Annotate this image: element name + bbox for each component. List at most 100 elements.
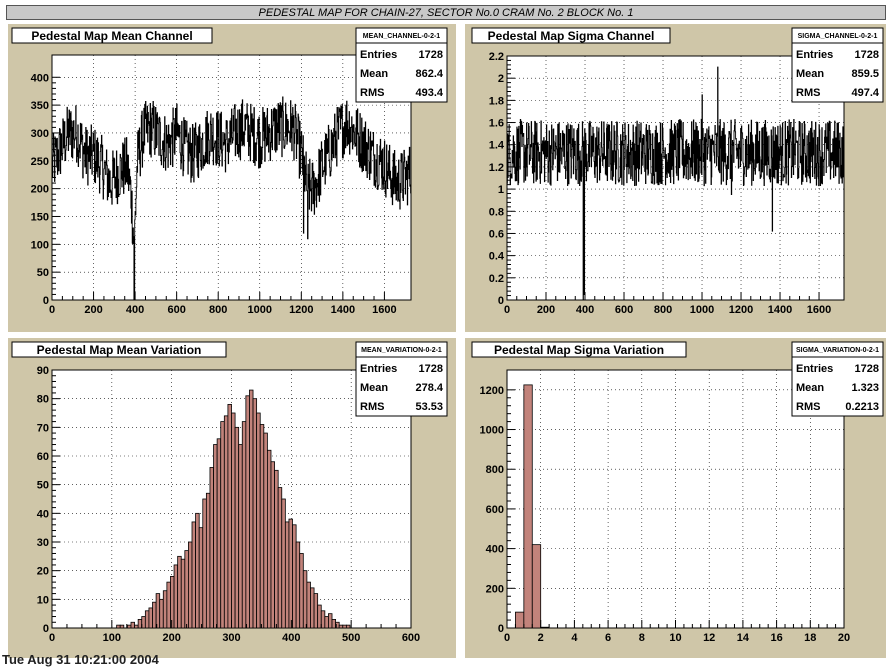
histogram-bar (191, 521, 196, 629)
x-tick-label: 200 (162, 632, 180, 644)
histogram-bar (130, 621, 135, 629)
x-tick-label: 20 (838, 632, 850, 644)
chart-title-box (11, 341, 227, 358)
histogram-bar (216, 438, 222, 629)
x-tick-label: 8 (639, 632, 645, 644)
histogram-bar (119, 624, 125, 629)
y-tick-label: 300 (31, 128, 49, 140)
histogram-bar (313, 593, 319, 629)
x-tick-label: 1400 (331, 304, 355, 316)
histogram-bar (188, 541, 193, 629)
y-tick-label: 100 (31, 239, 49, 251)
x-tick-label: 200 (84, 304, 102, 316)
stats-label: Entries (796, 49, 833, 61)
x-tick-label: 4 (571, 632, 578, 644)
stats-label: Entries (360, 363, 397, 375)
stats-value: 493.4 (415, 87, 443, 99)
y-tick-label: 30 (37, 537, 49, 549)
stats-name: MEAN_VARIATION-0-2-1 (361, 347, 442, 354)
histogram-bar (302, 570, 308, 629)
histogram-bar (306, 581, 311, 629)
stats-value: 0.2213 (845, 401, 879, 413)
histogram-bar (177, 555, 182, 629)
histogram-bar (116, 624, 121, 629)
y-tick-label: 80 (37, 394, 49, 406)
histogram-bar (202, 498, 207, 629)
y-tick-label: 1.2 (489, 162, 504, 174)
y-tick-label: 200 (486, 583, 504, 595)
histogram-bar (310, 587, 315, 629)
timestamp-footer: Tue Aug 31 10:21:00 2004 (2, 652, 159, 667)
stats-name: SIGMA_CHANNEL-0-2-1 (798, 33, 878, 40)
histogram-bar (195, 512, 200, 629)
chart-panel-4: 0 2 4 6 8 10 12 14 16 18 20020040060080010001200Pe… (465, 338, 886, 658)
y-tick-label: 150 (31, 211, 49, 223)
chart-title: Pedestal Map Mean Channel (31, 29, 192, 43)
y-tick-label: 400 (486, 544, 504, 556)
stats-box (355, 27, 448, 103)
histogram-bar (324, 616, 329, 629)
x-tick-label: 16 (770, 632, 782, 644)
y-tick-label: 1.8 (489, 95, 504, 107)
stats-value: 859.5 (851, 68, 879, 80)
histogram-bar (141, 616, 146, 629)
x-tick-label: 400 (576, 304, 594, 316)
chart-panel-3: 0 100 200 300 400 500 600 0 10 20 30 40 50 60 70 80 90 Pe… (8, 338, 456, 658)
x-tick-label: 1000 (690, 304, 714, 316)
histogram-bar (531, 544, 542, 629)
histogram-bar (245, 395, 250, 629)
histogram-bar (209, 467, 214, 629)
histogram-bar (220, 421, 225, 629)
y-tick-label: 0 (43, 295, 49, 307)
x-tick-label: 400 (126, 304, 144, 316)
histogram-bar (238, 444, 243, 629)
y-tick-label: 10 (37, 594, 49, 606)
x-tick-label: 600 (402, 632, 420, 644)
x-tick-label: 1200 (729, 304, 753, 316)
stats-value: 1728 (855, 49, 879, 61)
stats-value: 1728 (419, 363, 443, 375)
y-tick-label: 20 (37, 566, 49, 578)
histogram-bar (162, 590, 168, 629)
y-tick-label: 90 (37, 365, 49, 377)
histogram-bar (274, 469, 279, 629)
histogram-bar (159, 598, 164, 629)
y-tick-label: 1 (498, 184, 504, 196)
y-tick-label: 800 (486, 464, 504, 476)
x-tick-label: 100 (103, 632, 121, 644)
series-line (51, 96, 412, 301)
histogram-bar (523, 384, 533, 629)
histogram-bar (270, 461, 275, 629)
x-tick-label: 600 (615, 304, 633, 316)
chart-panel-1: 0 200 400 600 800 1000 1200 1400 1600 0 50 100 150 20… (8, 24, 456, 332)
stats-name: MEAN_CHANNEL-0-2-1 (363, 33, 441, 40)
histogram-bar (259, 424, 265, 629)
histogram-bar (198, 527, 204, 629)
y-tick-label: 0.4 (489, 251, 505, 263)
y-tick-label: 2 (498, 73, 504, 85)
y-tick-label: 1200 (480, 385, 504, 397)
histogram-bar (263, 432, 268, 629)
x-tick-label: 1600 (807, 304, 831, 316)
y-tick-label: 1.4 (489, 140, 505, 152)
y-tick-label: 0 (498, 295, 504, 307)
histogram-bar (256, 412, 261, 629)
histogram-bar (328, 613, 333, 629)
histogram-bar (234, 426, 240, 629)
histogram-bar (126, 624, 132, 629)
x-tick-label: 800 (209, 304, 227, 316)
x-tick-label: 0 (49, 304, 55, 316)
histogram-bar (134, 624, 139, 629)
stats-label: RMS (796, 87, 820, 99)
x-tick-label: 300 (222, 632, 240, 644)
y-tick-label: 0.6 (489, 228, 504, 240)
histogram-bar (266, 449, 272, 629)
x-tick-label: 1400 (768, 304, 792, 316)
histogram-bar (137, 619, 143, 629)
x-tick-label: 1200 (289, 304, 313, 316)
histogram-bar (338, 624, 344, 629)
stats-label: Mean (796, 68, 824, 80)
x-tick-label: 12 (703, 632, 715, 644)
histogram-bar (249, 389, 254, 629)
